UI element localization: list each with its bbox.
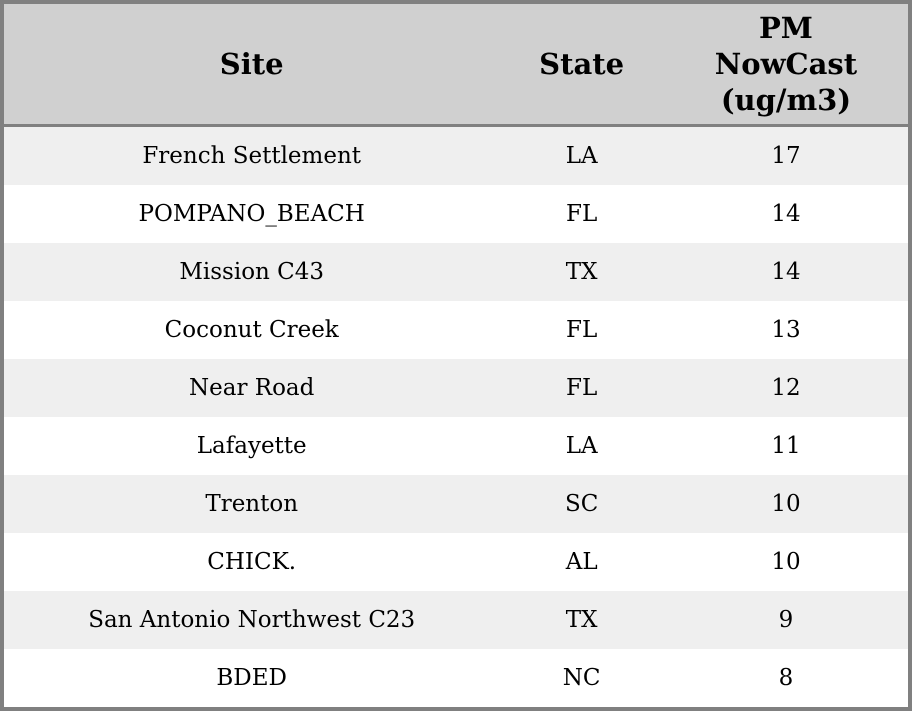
cell-site: French Settlement [142, 143, 362, 169]
cell-site: Near Road [189, 375, 315, 401]
cell-state: SC [564, 491, 599, 517]
col-header-site: Site [4, 4, 500, 127]
cell-pm-nowcast: 14 [771, 201, 801, 227]
cell-site: BDED [216, 665, 287, 691]
cell-pm-nowcast: 17 [771, 143, 801, 169]
table-row: Mission C43 TX 14 [4, 243, 908, 301]
cell-state: TX [565, 607, 598, 633]
cell-state: LA [565, 143, 598, 169]
cell-site: Trenton [205, 491, 299, 517]
table-body: French Settlement LA 17 POMPANO_BEACH FL… [4, 125, 908, 707]
pm-nowcast-table: Site State PM NowCast (ug/m3) French Set… [4, 4, 908, 707]
cell-site: Lafayette [196, 433, 307, 459]
cell-pm-nowcast: 10 [771, 491, 801, 517]
cell-site: POMPANO_BEACH [138, 201, 365, 227]
cell-state: AL [565, 549, 598, 575]
table-row: French Settlement LA 17 [4, 125, 908, 185]
table-row: San Antonio Northwest C23 TX 9 [4, 591, 908, 649]
cell-state: LA [565, 433, 598, 459]
cell-pm-nowcast: 11 [771, 433, 801, 459]
cell-site: San Antonio Northwest C23 [88, 607, 416, 633]
table-row: Coconut Creek FL 13 [4, 301, 908, 359]
header-row: Site State PM NowCast (ug/m3) [4, 4, 908, 127]
cell-state: TX [565, 259, 598, 285]
table-header: Site State PM NowCast (ug/m3) [4, 4, 908, 127]
cell-pm-nowcast: 14 [771, 259, 801, 285]
cell-site: Mission C43 [179, 259, 325, 285]
cell-state: FL [566, 317, 598, 343]
cell-pm-nowcast: 8 [778, 665, 794, 691]
table-row: POMPANO_BEACH FL 14 [4, 185, 908, 243]
table-row: Lafayette LA 11 [4, 417, 908, 475]
cell-pm-nowcast: 10 [771, 549, 801, 575]
cell-pm-nowcast: 12 [771, 375, 801, 401]
cell-pm-nowcast: 13 [771, 317, 801, 343]
cell-site: CHICK. [207, 549, 297, 575]
col-header-state: State [499, 4, 664, 127]
table-row: CHICK. AL 10 [4, 533, 908, 591]
cell-state: NC [562, 665, 601, 691]
cell-pm-nowcast: 9 [778, 607, 794, 633]
col-header-pm-nowcast: PM NowCast (ug/m3) [663, 4, 908, 127]
cell-state: FL [566, 375, 598, 401]
cell-site: Coconut Creek [164, 317, 339, 343]
table-row: BDED NC 8 [4, 649, 908, 707]
table-row: Near Road FL 12 [4, 359, 908, 417]
cell-state: FL [566, 201, 598, 227]
table-row: Trenton SC 10 [4, 475, 908, 533]
